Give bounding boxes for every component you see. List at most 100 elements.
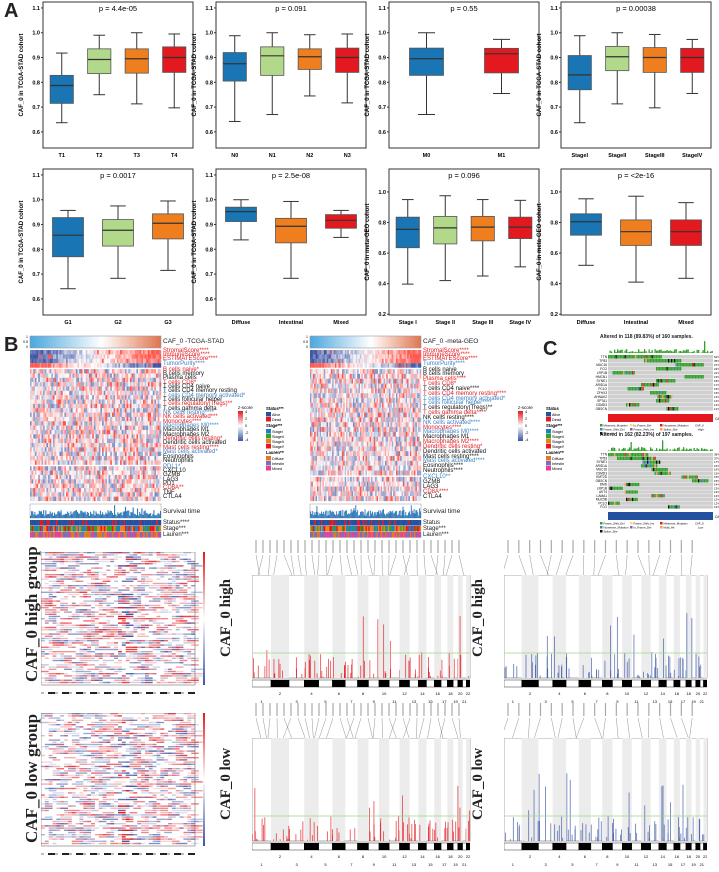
legend-item: Intestinal bbox=[272, 462, 284, 466]
heatmap-cell bbox=[159, 460, 161, 464]
heatmap-cell bbox=[74, 378, 76, 382]
heatmap-cell bbox=[346, 408, 348, 413]
heatmap-cell bbox=[76, 452, 78, 456]
annotation-cell bbox=[91, 520, 93, 526]
heatmap-cell bbox=[338, 403, 340, 408]
heatmap-cell bbox=[420, 384, 422, 389]
heatmap-cell bbox=[141, 497, 143, 501]
heatmap-cell bbox=[138, 439, 140, 443]
heatmap-cell bbox=[389, 379, 391, 384]
heatmap-cell bbox=[84, 484, 86, 488]
heatmap-cell bbox=[385, 354, 387, 359]
legend-title: Stage*** bbox=[266, 423, 283, 428]
heatmap-cell bbox=[150, 395, 152, 399]
heatmap-cell bbox=[418, 403, 420, 408]
heatmap-cell bbox=[415, 403, 417, 408]
heatmap-cell bbox=[120, 426, 122, 430]
heatmap-cell bbox=[64, 359, 66, 364]
heatmap-cell bbox=[100, 492, 102, 496]
heatmap-cell bbox=[77, 400, 79, 404]
heatmap-cell bbox=[371, 413, 373, 418]
heatmap-cell bbox=[396, 422, 398, 427]
heatmap-cell bbox=[138, 421, 140, 425]
heatmap-cell bbox=[56, 443, 58, 447]
heatmap-cell bbox=[92, 378, 94, 382]
heatmap-cell bbox=[310, 427, 312, 432]
heatmap-cell bbox=[361, 403, 363, 408]
heatmap-cell bbox=[43, 447, 45, 451]
heatmap-cell bbox=[115, 350, 117, 355]
heatmap-cell bbox=[91, 391, 93, 395]
heatmap-cell bbox=[82, 404, 84, 408]
heatmap-cell bbox=[336, 432, 338, 437]
heatmap-cell bbox=[87, 369, 89, 373]
heatmap-cell bbox=[156, 417, 158, 421]
heatmap-cell bbox=[143, 434, 145, 438]
heatmap-cell bbox=[132, 479, 134, 483]
heatmap-row bbox=[310, 359, 421, 364]
heatmap-cell bbox=[328, 417, 330, 422]
heatmap-cell bbox=[150, 488, 152, 492]
heatmap-cell bbox=[53, 408, 55, 412]
heatmap-cell bbox=[345, 354, 347, 359]
heatmap-cell bbox=[158, 466, 160, 470]
survival-bar bbox=[156, 515, 157, 518]
heatmap-cell bbox=[59, 466, 61, 470]
heatmap-cell bbox=[364, 393, 366, 398]
heatmap-cell bbox=[356, 422, 358, 427]
heatmap-cell bbox=[361, 393, 363, 398]
heatmap-cell bbox=[96, 479, 98, 483]
heatmap-cell bbox=[122, 354, 124, 359]
heatmap-cell bbox=[342, 384, 344, 389]
heatmap-cell bbox=[372, 369, 374, 374]
heatmap-cell bbox=[395, 408, 397, 413]
heatmap-cell bbox=[317, 379, 319, 384]
heatmap-cell bbox=[328, 413, 330, 418]
annotation-cell bbox=[73, 520, 75, 526]
heatmap-cell bbox=[402, 359, 404, 364]
heatmap-cell bbox=[411, 388, 413, 393]
heatmap-row bbox=[30, 363, 161, 368]
heatmap-cell bbox=[63, 417, 65, 421]
heatmap-cell bbox=[50, 443, 52, 447]
heatmap-cell bbox=[132, 417, 134, 421]
heatmap-cell bbox=[125, 408, 127, 412]
heatmap-cell bbox=[397, 359, 399, 364]
heatmap-cell bbox=[38, 408, 40, 412]
heatmap-cell bbox=[73, 404, 75, 408]
heatmap-cell bbox=[151, 413, 153, 417]
heatmap-cell bbox=[56, 417, 58, 421]
heatmap-cell bbox=[420, 432, 422, 437]
heatmap-cell bbox=[352, 393, 354, 398]
heatmap-cell bbox=[64, 400, 66, 404]
heatmap-cell bbox=[363, 379, 365, 384]
heatmap-cell bbox=[79, 456, 81, 460]
heatmap-cell bbox=[159, 359, 161, 364]
heatmap-cell bbox=[328, 374, 330, 379]
heatmap-cell bbox=[97, 408, 99, 412]
heatmap-cell bbox=[368, 413, 370, 418]
heatmap-cell bbox=[82, 466, 84, 470]
heatmap-cell bbox=[154, 492, 156, 496]
heatmap-cell bbox=[69, 369, 71, 373]
heatmap-cell bbox=[345, 403, 347, 408]
heatmap-cell bbox=[125, 359, 127, 364]
heatmap-cell bbox=[345, 413, 347, 418]
heatmap-cell bbox=[38, 430, 40, 434]
heatmap-cell bbox=[100, 488, 102, 492]
heatmap-cell bbox=[413, 388, 415, 393]
heatmap-cell bbox=[120, 475, 122, 479]
heatmap-cell bbox=[361, 388, 363, 393]
heatmap-cell bbox=[33, 488, 35, 492]
heatmap-cell bbox=[328, 398, 330, 403]
bar-tick: 1 bbox=[306, 335, 308, 339]
survival-bar bbox=[120, 513, 121, 518]
survival-bar bbox=[61, 510, 62, 518]
heatmap-cell bbox=[135, 452, 137, 456]
heatmap-cell bbox=[32, 488, 34, 492]
heatmap-cell bbox=[360, 369, 362, 374]
heatmap-cell bbox=[399, 413, 401, 418]
heatmap-cell bbox=[100, 363, 102, 368]
heatmap-cell bbox=[81, 439, 83, 443]
heatmap-cell bbox=[393, 413, 395, 418]
